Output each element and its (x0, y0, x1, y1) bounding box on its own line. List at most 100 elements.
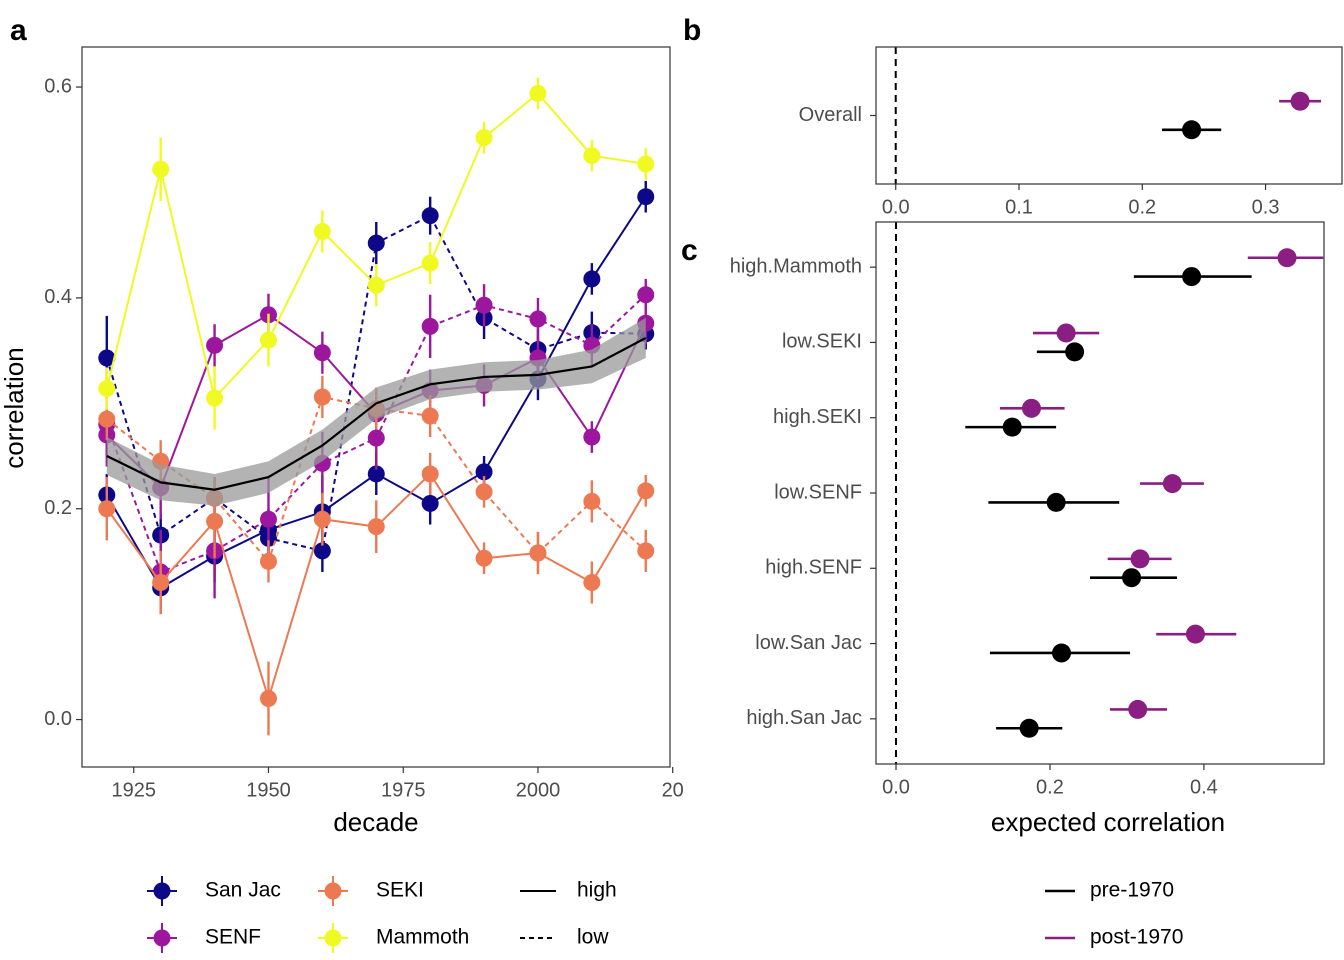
y-tick-label: low.SENF (774, 481, 862, 503)
point (529, 544, 547, 562)
x-tick-label: 0.3 (1252, 196, 1280, 218)
point (313, 388, 331, 406)
legend-key (324, 929, 342, 947)
point (1182, 267, 1202, 287)
legend-label: low (577, 926, 609, 949)
y-tick-label: high.San Jac (746, 707, 862, 729)
legend-label: SEKI (376, 879, 424, 902)
x-axis-title: decade (333, 807, 418, 837)
point (152, 574, 170, 592)
panel-label: c (681, 234, 698, 267)
point (313, 542, 331, 560)
point (421, 207, 439, 225)
point (313, 510, 331, 528)
point (421, 494, 439, 512)
legend-label: pre-1970 (1090, 879, 1174, 902)
point (206, 512, 224, 530)
point (313, 344, 331, 362)
point (1019, 718, 1039, 738)
point (98, 349, 116, 367)
point (1046, 492, 1066, 512)
x-tick-label: 0.0 (882, 776, 910, 798)
point (1277, 248, 1297, 268)
y-tick-label: 0.2 (44, 497, 72, 519)
point (313, 222, 331, 240)
x-axis-title: expected correlation (991, 807, 1225, 837)
panel-frame (81, 46, 671, 768)
point (259, 331, 277, 349)
point (475, 129, 493, 147)
point (1290, 91, 1310, 111)
point (421, 254, 439, 272)
x-tick-label: 0.2 (1128, 196, 1156, 218)
trend-band (106, 317, 646, 506)
panel-label: a (10, 14, 27, 47)
point (259, 552, 277, 570)
point (1182, 120, 1202, 140)
point (206, 336, 224, 354)
x-tick-label: 0.0 (882, 196, 910, 218)
point (367, 465, 385, 483)
legend-label: San Jac (205, 879, 281, 902)
panel-frame (875, 221, 1325, 765)
point (421, 465, 439, 483)
y-tick-label: 0.4 (44, 286, 72, 308)
y-tick-label: 0.6 (44, 75, 72, 97)
x-tick-label: 1950 (246, 779, 291, 801)
x-tick-label: 1975 (381, 779, 426, 801)
legend-label: post-1970 (1090, 926, 1183, 949)
point (637, 286, 655, 304)
point (637, 155, 655, 173)
y-tick-label: high.Mammoth (730, 255, 862, 277)
point (259, 510, 277, 528)
point (367, 234, 385, 252)
y-tick-label: 0.0 (44, 708, 72, 730)
point (1162, 474, 1182, 494)
y-tick-label: high.SENF (765, 557, 862, 579)
x-tick-label: 20 (662, 779, 684, 801)
y-axis-title: correlation (0, 347, 29, 468)
point (1065, 342, 1085, 362)
point (583, 270, 601, 288)
x-tick-label: 0.4 (1190, 776, 1218, 798)
point (583, 147, 601, 165)
point (1056, 323, 1076, 343)
point (583, 428, 601, 446)
legend-key (153, 929, 171, 947)
point (259, 689, 277, 707)
point (637, 482, 655, 500)
point (529, 310, 547, 328)
point (637, 188, 655, 206)
point (475, 549, 493, 567)
point (637, 542, 655, 560)
legend-key (324, 882, 342, 900)
point (421, 317, 439, 335)
y-tick-label: high.SEKI (773, 406, 862, 428)
point (98, 410, 116, 428)
point (367, 276, 385, 294)
point (529, 84, 547, 102)
panel-frame (875, 46, 1343, 185)
point (475, 483, 493, 501)
point (583, 574, 601, 592)
legend-key (153, 882, 171, 900)
point (98, 500, 116, 518)
point (367, 518, 385, 536)
x-tick-label: 0.2 (1036, 776, 1064, 798)
point (1122, 568, 1142, 588)
x-tick-label: 0.1 (1005, 196, 1033, 218)
point (1130, 549, 1150, 569)
y-tick-label: low.San Jac (755, 632, 862, 654)
point (98, 380, 116, 398)
point (1185, 624, 1205, 644)
x-tick-label: 2000 (516, 779, 561, 801)
point (1021, 398, 1041, 418)
point (583, 492, 601, 510)
trend-line (106, 336, 647, 491)
x-tick-label: 1925 (111, 779, 156, 801)
point (1002, 417, 1022, 437)
point (206, 389, 224, 407)
y-tick-label: Overall (799, 104, 862, 126)
panel-label: b (683, 14, 701, 47)
